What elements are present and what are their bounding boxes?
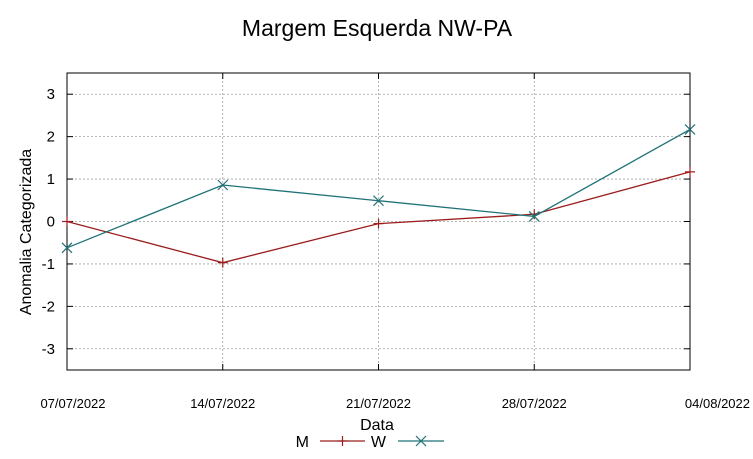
x-tick-label: 21/07/2022 — [346, 396, 411, 411]
data-point — [684, 124, 696, 135]
y-tick-label: -2 — [42, 298, 55, 315]
x-axis-label: Data — [360, 417, 394, 434]
data-point — [61, 242, 73, 254]
legend-label-M: M — [296, 434, 309, 451]
y-tick-label: 3 — [47, 86, 55, 103]
x-tick-label: 07/07/2022 — [40, 396, 105, 411]
data-point — [373, 195, 384, 207]
y-axis-label: Anomalia Categorizada — [18, 149, 35, 315]
y-tick-label: 1 — [47, 171, 55, 188]
y-tick-label: 2 — [47, 129, 55, 146]
data-point — [217, 179, 229, 191]
x-axis-ticks: 07/07/2022 14/07/2022 21/07/2022 28/07/2022… — [40, 73, 750, 411]
data-point — [415, 435, 427, 447]
series-group — [61, 124, 696, 268]
x-tick-label: 04/08/2022 — [685, 396, 750, 411]
legend-label-W: W — [371, 434, 387, 451]
x-tick-label: 14/07/2022 — [190, 396, 255, 411]
data-point — [528, 210, 540, 222]
y-tick-label: -1 — [42, 256, 55, 273]
chart-title: Margem Esquerda NW-PA — [242, 15, 513, 41]
y-tick-label: 0 — [47, 214, 55, 231]
y-axis-ticks: 3 2 1 0 -1 -2 -3 — [42, 86, 690, 358]
y-tick-label: -3 — [42, 341, 55, 358]
x-tick-label: 28/07/2022 — [502, 396, 567, 411]
